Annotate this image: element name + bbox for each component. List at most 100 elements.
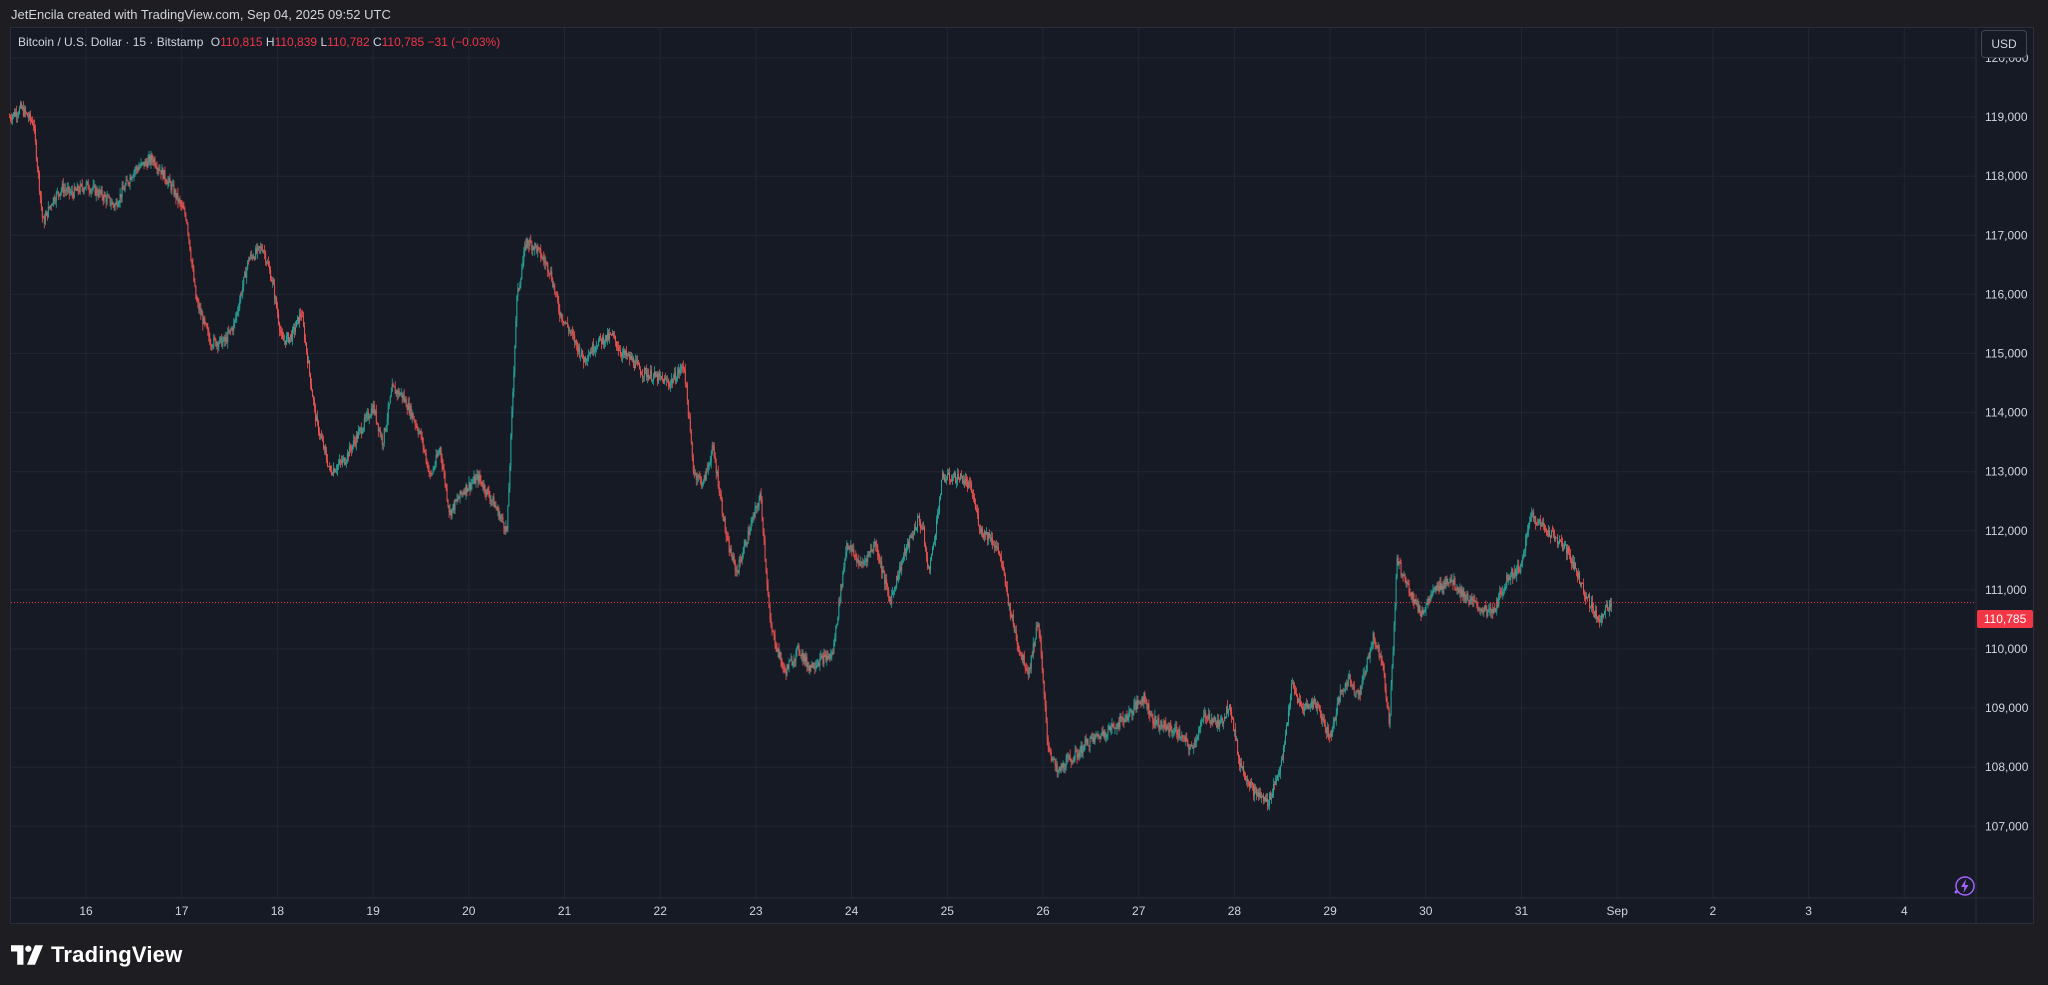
candle-body: [716, 471, 718, 474]
candle-body: [1545, 529, 1547, 531]
price-tick-label: 111,000: [1985, 583, 2027, 597]
candle-body: [1491, 609, 1493, 614]
candle-body: [1417, 602, 1419, 613]
candle-body: [1136, 700, 1138, 710]
currency-button[interactable]: USD: [1981, 30, 2027, 58]
candle-body: [1051, 756, 1053, 761]
candle-body: [1352, 684, 1354, 686]
candle-body: [567, 322, 569, 327]
candle-body: [46, 211, 48, 218]
candle-body: [579, 346, 581, 357]
candle-body: [956, 474, 958, 482]
candle-body: [937, 513, 939, 520]
candle-body: [309, 373, 311, 385]
candle-body: [1502, 591, 1504, 595]
candle-body: [756, 506, 758, 508]
candle-body: [1157, 718, 1159, 723]
candle-body: [249, 258, 251, 262]
candle-body: [353, 440, 355, 442]
candle-body: [1397, 557, 1399, 566]
candle-body: [1133, 704, 1135, 712]
candle-body: [1208, 713, 1210, 719]
candle-body: [1000, 556, 1002, 562]
candle-body: [202, 314, 204, 325]
candle-body: [96, 188, 98, 195]
candle-body: [306, 342, 308, 352]
candle-body: [1039, 633, 1041, 642]
candle-body: [179, 199, 181, 202]
candle-body: [215, 338, 217, 346]
candle-body: [1565, 544, 1567, 546]
candle-body: [647, 374, 649, 380]
candle-body: [1076, 751, 1078, 758]
candle-body: [1376, 645, 1378, 648]
candle-body: [381, 435, 383, 445]
candle-body: [707, 465, 709, 469]
candle-body: [250, 254, 252, 259]
candle-body: [1471, 597, 1473, 599]
candle-body: [1277, 774, 1279, 776]
candle-body: [335, 469, 337, 471]
candle-body: [662, 378, 664, 384]
candle-body: [1100, 734, 1102, 739]
candle-body: [86, 181, 88, 183]
candle-body: [587, 359, 589, 361]
candle-body: [761, 499, 763, 518]
candle-body: [621, 353, 623, 357]
candle-body: [1500, 591, 1502, 593]
candle-body: [333, 468, 335, 473]
candle-body: [72, 194, 74, 198]
candle-body: [1291, 683, 1293, 685]
candle-body: [544, 260, 546, 264]
candle-body: [1564, 544, 1566, 549]
candle-body: [829, 653, 831, 658]
candle-body: [914, 526, 916, 535]
candle-body: [379, 429, 381, 436]
candle-body: [638, 363, 640, 370]
tradingview-brand[interactable]: TradingView: [11, 942, 182, 968]
candle-body: [600, 335, 602, 339]
candle-body: [394, 387, 396, 394]
candle-body: [401, 392, 403, 399]
candle-body: [918, 515, 920, 519]
candle-body: [34, 128, 36, 142]
candle-body: [492, 496, 494, 501]
candle-body: [894, 587, 896, 592]
candle-body: [884, 572, 886, 585]
candle-body: [534, 243, 536, 250]
candle-body: [843, 567, 845, 572]
lightning-icon[interactable]: [1952, 874, 1976, 898]
candle-body: [729, 548, 731, 553]
candle-body: [1210, 720, 1212, 724]
candle-body: [135, 167, 137, 170]
candle-body: [806, 657, 808, 668]
candle-body: [204, 317, 206, 323]
candle-body: [1600, 614, 1602, 622]
candle-body: [673, 372, 675, 379]
candle-body: [1072, 761, 1074, 762]
candle-body: [708, 464, 710, 466]
candle-body: [1594, 610, 1596, 617]
candle-body: [150, 155, 152, 164]
candle-body: [488, 490, 490, 497]
candle-body: [1304, 703, 1306, 707]
candle-body: [938, 512, 940, 514]
candle-body: [1386, 698, 1388, 707]
candle-body: [1081, 744, 1083, 754]
time-tick-label: 18: [271, 904, 285, 918]
candle-body: [970, 483, 972, 493]
candle-body: [680, 365, 682, 370]
candle-body: [304, 325, 306, 340]
candle-body: [1592, 608, 1594, 612]
candle-body: [1603, 612, 1605, 615]
candle-body: [1021, 654, 1023, 660]
candle-body: [458, 498, 460, 500]
candle-body: [161, 168, 163, 175]
candle-body: [523, 251, 525, 262]
candle-body: [1015, 630, 1017, 641]
candle-body: [423, 447, 425, 451]
candle-body: [663, 378, 665, 384]
candle-body: [645, 369, 647, 378]
candle-body: [352, 440, 354, 446]
